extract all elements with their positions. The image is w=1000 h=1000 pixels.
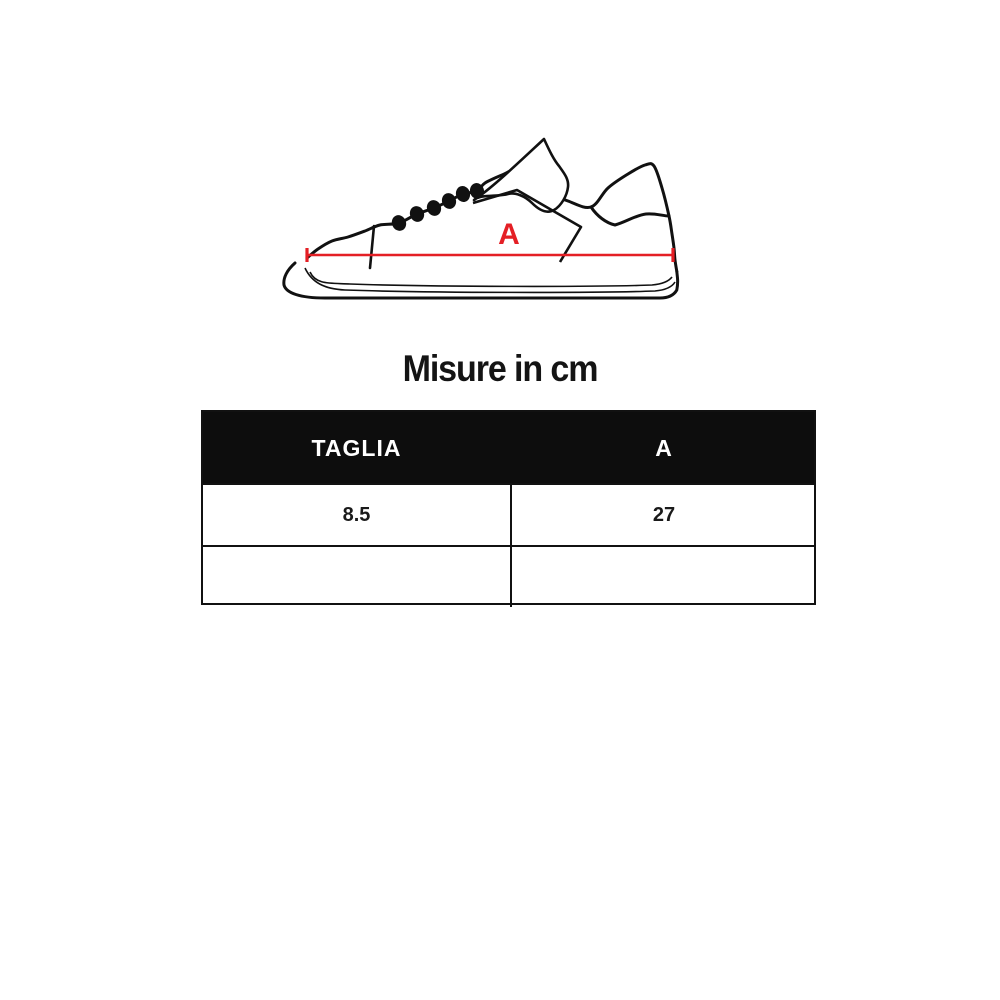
svg-text:A: A xyxy=(498,218,520,251)
